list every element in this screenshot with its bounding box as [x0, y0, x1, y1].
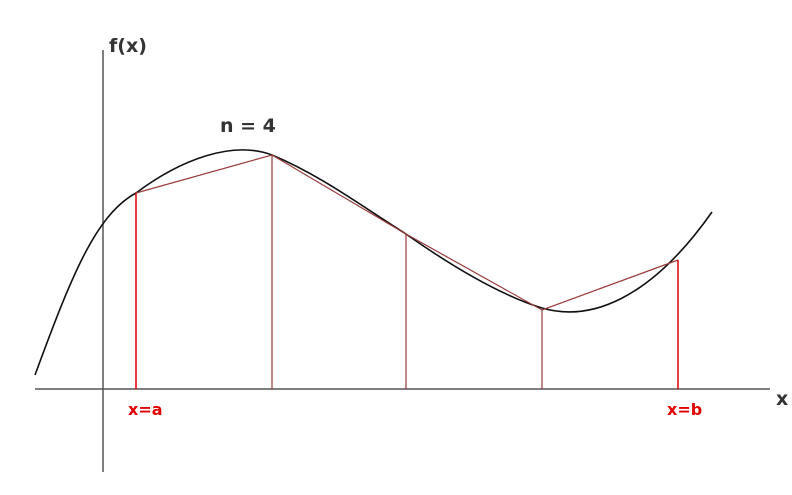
trapezoid-chords	[135, 154, 679, 311]
b-label: x=b	[667, 400, 702, 419]
n-label: n = 4	[220, 115, 276, 137]
a-label: x=a	[128, 400, 163, 419]
function-curve	[34, 149, 713, 376]
x-axis-label: x	[776, 388, 788, 410]
y-axis-label: f(x)	[109, 35, 147, 57]
